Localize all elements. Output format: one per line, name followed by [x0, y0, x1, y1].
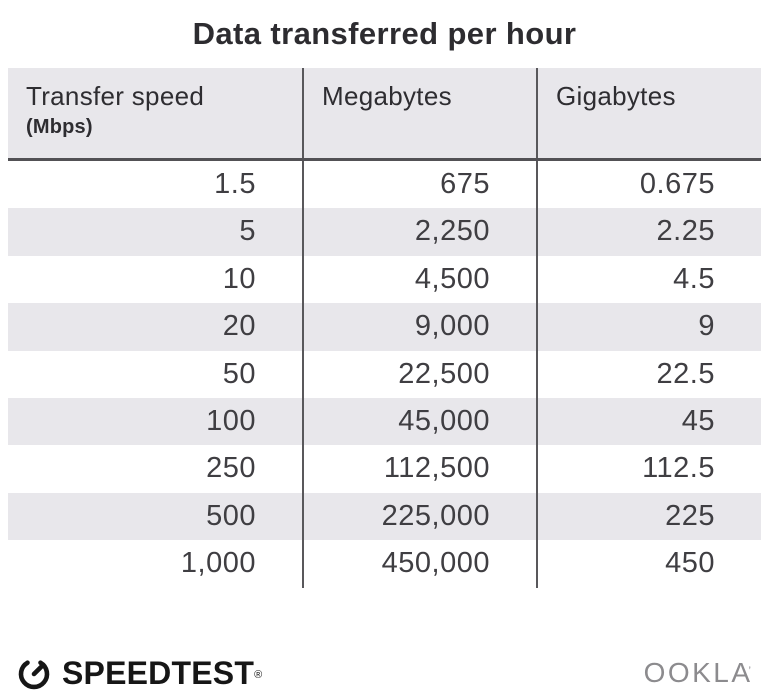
cell-transfer-speed: 50 [222, 357, 256, 390]
table-row: 20 9,000 9 [8, 303, 761, 351]
table-row: 100 45,000 45 [8, 397, 761, 446]
column-header-label: Gigabytes [556, 81, 676, 111]
cell-megabytes: 2,250 [302, 208, 536, 256]
table-body: 1.5 675 0.675 5 2,250 2.25 10 4,500 4.5 … [8, 161, 761, 588]
footer: SPEEDTEST® OOKLA’ [0, 645, 769, 698]
cell-gigabytes: 22.5 [536, 350, 761, 398]
cell-megabytes: 450,000 [302, 540, 536, 588]
speedtest-wordmark: SPEEDTEST® [62, 655, 263, 691]
table-row: 250 112,500 112.5 [8, 445, 761, 493]
cell-gigabytes: 0.675 [536, 161, 761, 209]
column-header-megabytes: Megabytes [302, 68, 536, 158]
cell-transfer-speed: 100 [206, 404, 256, 437]
cell-megabytes: 45,000 [302, 397, 536, 446]
cell-gigabytes: 112.5 [536, 445, 761, 493]
cell-megabytes: 22,500 [302, 350, 536, 398]
table-row: 1,000 450,000 450 [8, 540, 761, 588]
column-header-gigabytes: Gigabytes [536, 68, 761, 158]
cell-transfer-speed: 1.5 [214, 168, 256, 200]
cell-gigabytes: 450 [536, 540, 761, 588]
cell-transfer-speed: 5 [239, 215, 256, 248]
cell-megabytes: 112,500 [302, 445, 536, 493]
table-row: 10 4,500 4.5 [8, 255, 761, 304]
table-header-row: Transfer speed (Mbps) Megabytes Gigabyte… [8, 68, 761, 161]
cell-transfer-speed: 500 [206, 499, 256, 532]
cell-gigabytes: 2.25 [536, 208, 761, 256]
ookla-trademark-symbol: ’ [748, 665, 751, 677]
cell-transfer-speed: 10 [222, 262, 256, 295]
table-row: 1.5 675 0.675 [8, 161, 761, 209]
cell-megabytes: 675 [302, 161, 536, 209]
cell-transfer-speed: 20 [222, 310, 256, 343]
ookla-wordmark: OOKLA [643, 657, 753, 688]
column-header-transfer-speed: Transfer speed (Mbps) [8, 68, 302, 158]
data-table: Transfer speed (Mbps) Megabytes Gigabyte… [8, 68, 761, 588]
cell-gigabytes: 4.5 [536, 255, 761, 304]
cell-gigabytes: 45 [536, 397, 761, 446]
speedtest-logo: SPEEDTEST® [14, 653, 262, 693]
page-title: Data transferred per hour [192, 16, 577, 51]
column-header-label: Transfer speed [26, 81, 205, 111]
speedtest-gauge-icon [14, 653, 54, 693]
column-header-sublabel: (Mbps) [26, 116, 93, 138]
cell-transfer-speed: 1,000 [180, 547, 256, 580]
cell-transfer-speed: 250 [206, 452, 256, 485]
ookla-logo: OOKLA’ [644, 658, 755, 688]
table-row: 500 225,000 225 [8, 492, 761, 541]
table-row: 5 2,250 2.25 [8, 208, 761, 256]
cell-megabytes: 225,000 [302, 492, 536, 541]
cell-megabytes: 4,500 [302, 255, 536, 304]
column-header-label: Megabytes [322, 81, 452, 111]
cell-megabytes: 9,000 [302, 303, 536, 351]
registered-trademark-symbol: ® [254, 669, 263, 681]
cell-gigabytes: 9 [536, 303, 761, 351]
cell-gigabytes: 225 [536, 492, 761, 541]
table-row: 50 22,500 22.5 [8, 350, 761, 398]
